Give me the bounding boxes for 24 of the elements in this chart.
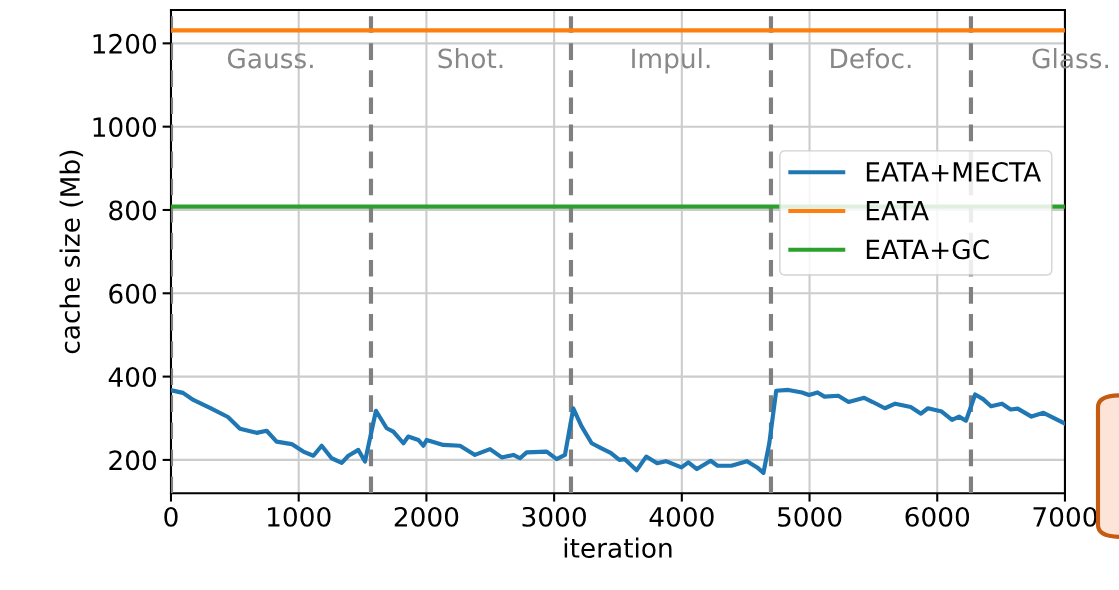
annotation: Defoc.	[831, 48, 911, 69]
x-tick-label: 7000	[1033, 506, 1097, 527]
x-tick-label: 2000	[394, 506, 459, 527]
x-tick-label: 5000	[777, 506, 842, 527]
legend-label: EATA	[866, 201, 929, 221]
y-tick-label: 1200	[93, 33, 157, 54]
y-tick-label: 200	[109, 450, 157, 471]
x-axis-title: iteration	[564, 537, 672, 558]
line-series	[170, 387, 1065, 475]
y-axis-title: cache size (Mb)	[59, 150, 84, 354]
legend-label: EATA+GC	[866, 239, 989, 260]
x-tick-label: 0	[164, 506, 178, 527]
legend-label: EATA+MECTA	[866, 161, 1041, 182]
x-tick-label: 6000	[905, 506, 970, 527]
y-tick-label: 800	[109, 200, 157, 221]
x-tick-label: 3000	[522, 506, 586, 527]
y-tick-label: 1000	[93, 117, 157, 138]
x-tick-label: 4000	[649, 506, 714, 527]
annotation: Gauss.	[227, 48, 313, 69]
y-tick-label: 400	[108, 367, 157, 387]
annotation: Shot.	[438, 48, 503, 69]
x-tick-label: 1000	[268, 506, 331, 527]
annotation: Impul.	[632, 48, 710, 74]
y-tick-label: 600	[109, 283, 157, 304]
